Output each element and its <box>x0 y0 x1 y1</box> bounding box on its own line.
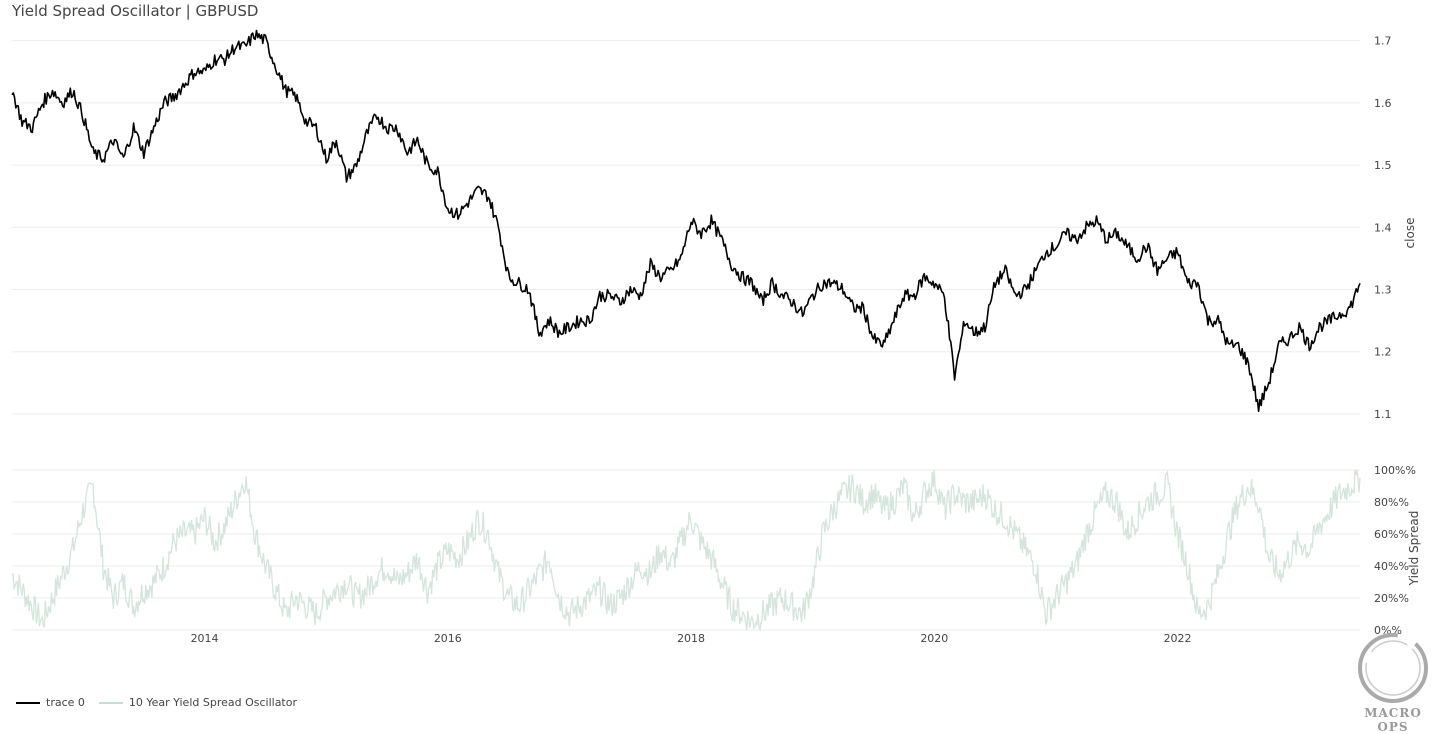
y-tick-label: 20%% <box>1374 592 1409 605</box>
legend-label: trace 0 <box>46 696 85 709</box>
x-tick-label: 2022 <box>1164 632 1192 645</box>
macro-ops-logo: MACRO OPS <box>1348 630 1438 734</box>
legend: trace 0 10 Year Yield Spread Oscillator <box>16 696 297 709</box>
legend-swatch-line <box>16 701 40 704</box>
y-tick-label: 80%% <box>1374 496 1409 509</box>
chart-title: Yield Spread Oscillator | GBPUSD <box>12 2 259 20</box>
axis-ticks: 1.11.21.31.41.51.61.70%%20%%40%%60%%80%%… <box>191 35 1416 645</box>
y-tick-label: 1.2 <box>1374 346 1392 359</box>
price-axis-title: close <box>1403 218 1417 249</box>
spread-axis-title: Yield Spread <box>1407 511 1421 587</box>
legend-item-spread[interactable]: 10 Year Yield Spread Oscillator <box>98 696 298 709</box>
y-tick-label: 1.3 <box>1374 283 1392 296</box>
price-series-line <box>11 29 1361 413</box>
y-tick-label: 60%% <box>1374 528 1409 541</box>
x-tick-label: 2016 <box>434 632 462 645</box>
price-gridlines <box>12 40 1360 415</box>
y-tick-label: 1.4 <box>1374 221 1392 234</box>
y-tick-label: 1.7 <box>1374 35 1392 48</box>
price-plot <box>11 29 1361 413</box>
y-tick-label: 1.1 <box>1374 408 1392 421</box>
legend-item-trace-0[interactable]: trace 0 <box>16 696 85 709</box>
x-tick-label: 2018 <box>677 632 705 645</box>
legend-swatch-line <box>98 701 123 704</box>
x-tick-label: 2014 <box>191 632 219 645</box>
x-tick-label: 2020 <box>920 632 948 645</box>
y-tick-label: 100%% <box>1374 464 1416 477</box>
y-tick-label: 40%% <box>1374 560 1409 573</box>
logo-text: MACRO OPS <box>1364 706 1422 734</box>
spread-plot <box>11 469 1361 632</box>
logo-ring-icon <box>1358 633 1428 703</box>
spread-series-line <box>11 469 1361 632</box>
y-tick-label: 1.5 <box>1374 159 1392 172</box>
legend-label: 10 Year Yield Spread Oscillator <box>128 696 298 709</box>
y-tick-label: 1.6 <box>1374 97 1392 110</box>
